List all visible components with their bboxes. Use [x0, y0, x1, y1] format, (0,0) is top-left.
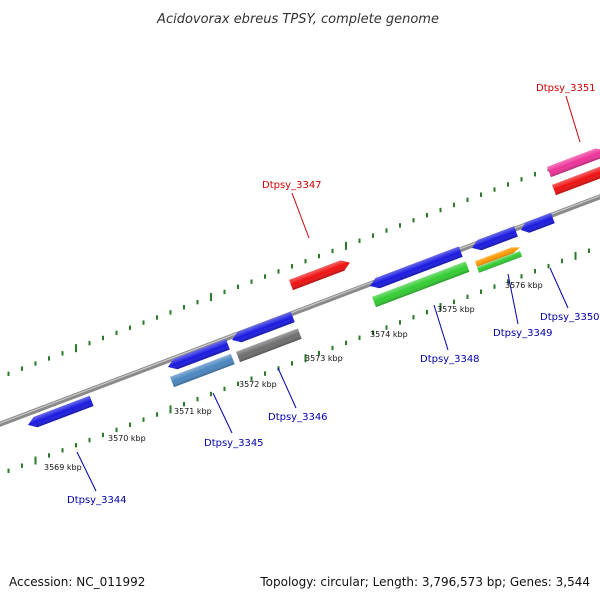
feature-blue[interactable] — [368, 246, 463, 291]
label-leader-line — [76, 451, 97, 492]
gene-label-dtpsy-3350[interactable]: Dtpsy_3350 — [540, 312, 600, 323]
feature-blue[interactable] — [470, 226, 518, 253]
axis-label: 3569 kbp — [44, 463, 82, 472]
axis-label: 3570 kbp — [108, 434, 146, 443]
feature-blue[interactable] — [166, 339, 230, 372]
label-leader-line — [291, 192, 310, 239]
label-leader-line — [565, 95, 581, 143]
label-leader-line — [277, 367, 297, 409]
feature-blue[interactable] — [26, 395, 94, 430]
feature-blue[interactable] — [519, 212, 555, 235]
gene-label-dtpsy-3347[interactable]: Dtpsy_3347 — [262, 180, 322, 191]
label-leader-line — [549, 267, 569, 309]
gene-features — [26, 146, 600, 430]
feature-green[interactable] — [372, 261, 470, 308]
axis-label: 3576 kbp — [505, 281, 543, 290]
gene-label-dtpsy-3345[interactable]: Dtpsy_3345 — [204, 438, 264, 449]
gene-label-dtpsy-3349[interactable]: Dtpsy_3349 — [493, 328, 553, 339]
gene-label-dtpsy-3346[interactable]: Dtpsy_3346 — [268, 412, 328, 423]
label-leader-line — [507, 273, 519, 325]
axis-label: 3574 kbp — [370, 330, 408, 339]
feature-blue[interactable] — [230, 311, 295, 345]
map-title: Acidovorax ebreus TPSY, complete genome — [156, 12, 439, 27]
feature-orange[interactable] — [474, 245, 521, 267]
accession-text: Accession: NC_011992 — [9, 575, 145, 589]
feature-green[interactable] — [476, 250, 523, 273]
feature-steelblue[interactable] — [170, 353, 235, 388]
gene-label-dtpsy-3348[interactable]: Dtpsy_3348 — [420, 354, 480, 365]
genome-summary-text: Topology: circular; Length: 3,796,573 bp… — [259, 575, 590, 589]
label-leaders — [76, 95, 581, 492]
label-leader-line — [433, 304, 449, 351]
label-leader-line — [212, 392, 233, 434]
axis-label: 3572 kbp — [239, 380, 277, 389]
gene-label-dtpsy-3344[interactable]: Dtpsy_3344 — [67, 495, 127, 506]
gene-labels: Dtpsy_3344 Dtpsy_3345 Dtpsy_3346 Dtpsy_3347… — [67, 83, 600, 506]
axis-labels: 3569 kbp 3570 kbp 3571 kbp 3572 kbp 3573 kbp… — [44, 281, 543, 472]
gene-label-dtpsy-3351[interactable]: Dtpsy_3351 — [536, 83, 596, 94]
axis-label: 3573 kbp — [305, 354, 343, 363]
axis-label: 3575 kbp — [437, 305, 475, 314]
feature-gray[interactable] — [236, 328, 302, 363]
feature-magenta[interactable] — [547, 146, 600, 178]
axis-label: 3571 kbp — [174, 407, 212, 416]
feature-red[interactable] — [289, 258, 352, 291]
tick-marks — [7, 151, 590, 473]
feature-red[interactable] — [552, 164, 600, 196]
